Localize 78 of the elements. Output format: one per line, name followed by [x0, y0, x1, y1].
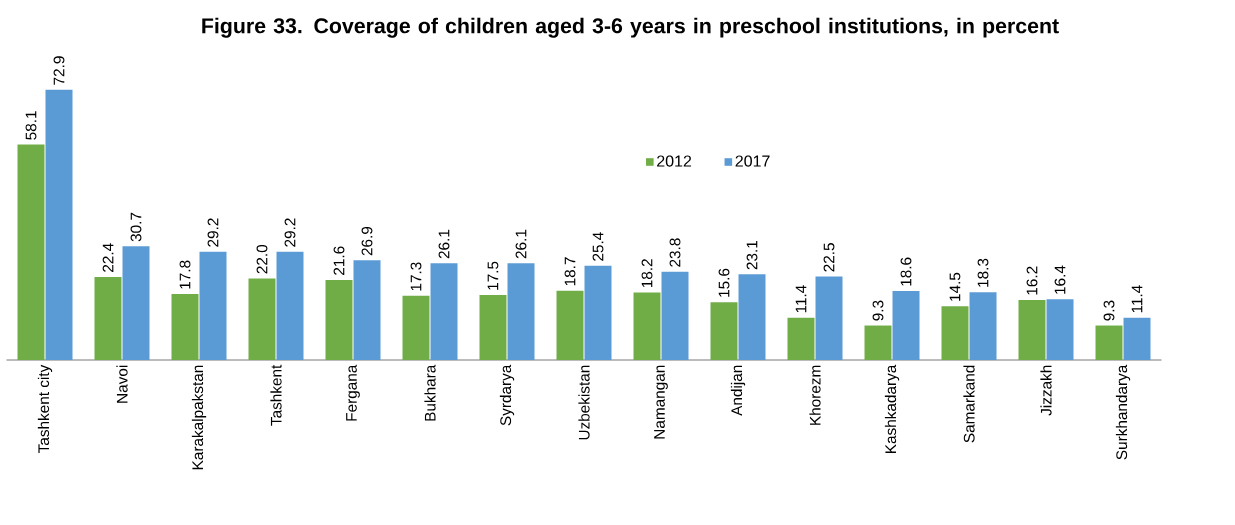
data-label: 29.2 — [207, 218, 219, 247]
bar — [353, 260, 381, 360]
data-label: 9.3 — [1103, 300, 1115, 321]
data-label: 14.5 — [949, 272, 961, 301]
bar — [892, 291, 920, 360]
data-label: 11.4 — [795, 285, 807, 313]
bar — [815, 276, 843, 360]
bar — [325, 279, 353, 360]
data-label: 30.7 — [130, 212, 142, 242]
data-label: 23.1 — [746, 241, 758, 270]
bar — [969, 292, 997, 360]
data-label: 15.6 — [718, 268, 730, 297]
bar — [199, 251, 227, 360]
bar — [738, 274, 766, 360]
bar — [122, 246, 150, 360]
x-tick-label: Tashkent — [270, 364, 282, 426]
x-tick-label: Jizzakh — [1040, 365, 1052, 416]
data-label: 16.4 — [1054, 265, 1066, 294]
legend-label: 2017 — [735, 155, 770, 167]
bar — [556, 290, 584, 360]
data-label: 17.3 — [410, 262, 422, 291]
x-tick-label: Andijan — [730, 365, 746, 416]
bar — [94, 276, 122, 360]
bar — [402, 295, 430, 360]
bar — [430, 263, 458, 360]
x-tick-label: Namangan — [654, 365, 668, 439]
data-label: 22.5 — [823, 243, 835, 272]
data-label: 29.2 — [284, 218, 296, 247]
x-tick-label: Bukhara — [424, 364, 436, 421]
bar — [248, 278, 276, 360]
bar — [45, 89, 73, 360]
bar — [941, 306, 969, 360]
data-label: 23.8 — [669, 238, 681, 267]
data-label: 22.4 — [102, 243, 114, 272]
data-label: 16.2 — [1026, 266, 1038, 295]
x-tick-label: Navoi — [116, 365, 128, 403]
x-tick-label: Karakalpakstan — [191, 365, 207, 470]
x-tick-label: Tashkent city — [37, 364, 53, 454]
data-label: 26.1 — [515, 229, 527, 259]
legend-label: 2012 — [657, 155, 692, 167]
data-label: 26.9 — [361, 226, 373, 256]
data-label: 9.3 — [872, 300, 884, 321]
x-tick-label: Samarkand — [963, 365, 975, 443]
data-label: 26.1 — [438, 229, 450, 259]
data-label: 11.4 — [1131, 285, 1143, 313]
bar — [1018, 299, 1046, 360]
bar — [171, 294, 199, 360]
bar — [507, 263, 535, 360]
data-label: 17.8 — [179, 260, 191, 289]
data-label: 58.1 — [25, 111, 37, 140]
chart-title: Figure 33. Coverage of children aged 3-6 years in preschool institutions, in percent — [202, 17, 1059, 38]
bar — [633, 292, 661, 360]
data-label: 21.6 — [333, 246, 345, 275]
x-tick-label: Kashkadarya — [884, 364, 900, 453]
bar — [710, 302, 738, 360]
bar — [276, 251, 304, 360]
x-tick-label: Uzbekistan — [578, 365, 590, 440]
data-label: 25.4 — [592, 232, 604, 261]
data-label: 17.5 — [487, 261, 499, 290]
bar — [584, 265, 612, 360]
bar — [17, 144, 45, 360]
bar — [787, 317, 815, 360]
x-tick-label: Syrdarya — [499, 364, 515, 426]
x-tick-label: Surkhandarya — [1115, 364, 1131, 460]
data-label: 22.0 — [256, 244, 268, 274]
data-label: 18.2 — [641, 259, 653, 288]
bar — [479, 295, 507, 360]
bar — [864, 325, 892, 360]
data-label: 18.3 — [977, 258, 989, 287]
bar — [1046, 299, 1074, 360]
bar — [661, 271, 689, 360]
data-label: 72.9 — [53, 56, 65, 85]
data-label: 18.6 — [900, 257, 912, 286]
x-tick-label: Fergana — [346, 364, 360, 421]
x-tick-label: Khorezm — [809, 365, 821, 425]
bar — [1095, 325, 1123, 360]
data-label: 18.7 — [564, 257, 576, 286]
bar — [1123, 317, 1151, 360]
